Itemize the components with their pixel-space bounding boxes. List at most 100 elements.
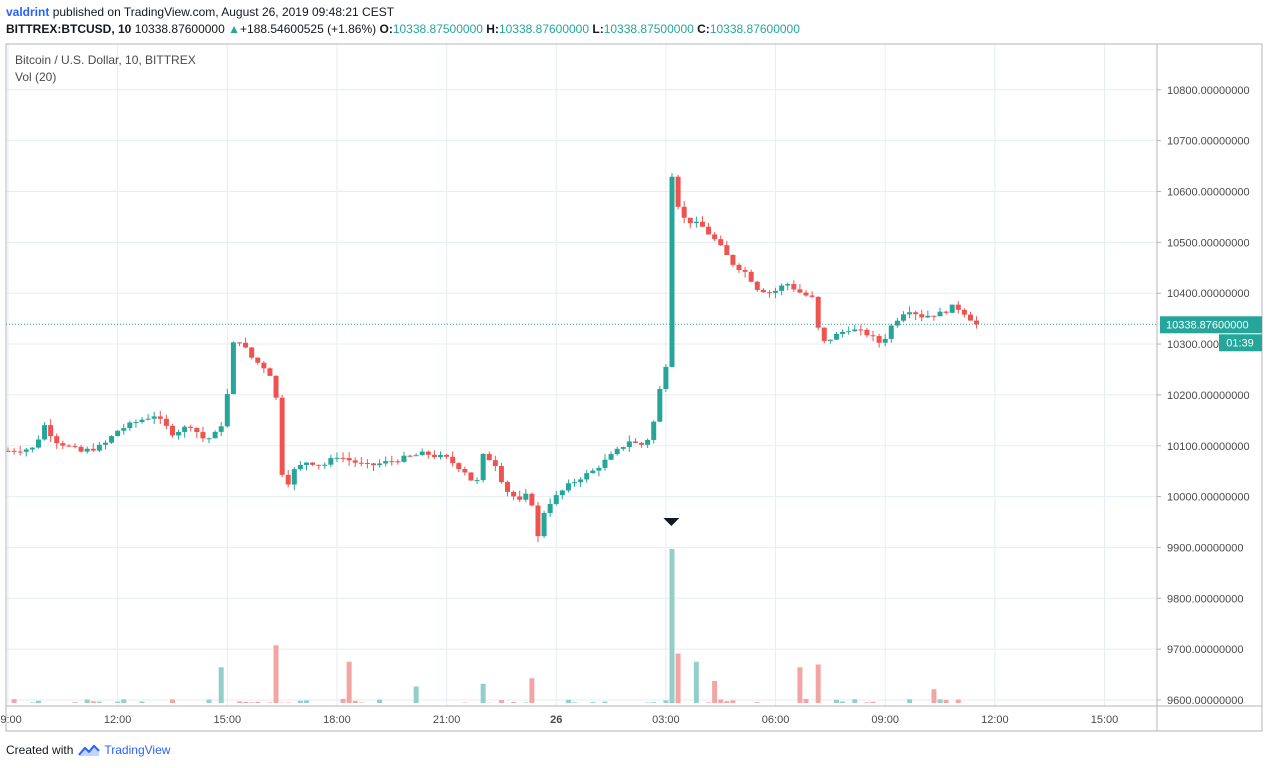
candle-body [511, 491, 517, 497]
candle-body [559, 490, 565, 496]
candlestick-series [5, 172, 980, 543]
candle-body [961, 309, 967, 315]
candle-body [663, 366, 669, 389]
candle-body [230, 342, 236, 395]
candle-body [547, 503, 553, 513]
volume-bar [730, 700, 736, 703]
candle-body [900, 314, 906, 321]
candle-body [389, 461, 395, 463]
candle-body [371, 463, 376, 466]
volume-bar [937, 699, 943, 703]
y-tick-label: 9600.00000000 [1167, 695, 1243, 707]
candle-body [785, 284, 791, 286]
candle-body [279, 397, 285, 475]
volume-bar [96, 701, 102, 703]
volume-bar [249, 702, 255, 703]
countdown-badge-text: 01:39 [1226, 337, 1254, 349]
candle-body [66, 445, 72, 447]
candle-body [206, 438, 212, 440]
candle-body [584, 473, 590, 480]
volume-bar [602, 701, 608, 703]
volume-bar [907, 699, 913, 703]
candle-body [517, 496, 523, 500]
change-value: +188.54600525 (+1.86%) [240, 22, 377, 36]
x-tick-label: 21:00 [433, 714, 461, 726]
open-value: 10338.87500000 [392, 22, 483, 36]
candle-body [236, 342, 242, 344]
candle-body [480, 453, 486, 481]
candle-body [261, 362, 267, 369]
volume-bar [121, 699, 127, 703]
candle-body [328, 458, 334, 465]
volume-bar [718, 699, 724, 703]
volume-bar [669, 549, 675, 703]
volume-bar [358, 702, 364, 703]
candle-body [145, 418, 151, 420]
candle-body [773, 290, 779, 293]
candle-body [852, 329, 858, 332]
candle-body [779, 285, 785, 291]
tradingview-link[interactable]: TradingView [104, 743, 171, 757]
candle-body [352, 460, 358, 463]
candle-body [267, 368, 273, 376]
candle-body [468, 472, 474, 481]
candle-body [255, 357, 261, 363]
candle-body [864, 329, 870, 336]
candle-body [913, 312, 919, 315]
candle-body [815, 296, 821, 328]
symbol-label: BITTREX:BTCUSD, 10 [6, 22, 132, 36]
volume-bar [864, 702, 870, 703]
x-tick-label: 09:00 [871, 714, 899, 726]
candle-body [139, 419, 145, 423]
candle-body [821, 327, 827, 341]
volume-bar [352, 700, 358, 703]
candle-body [78, 446, 84, 452]
candle-body [553, 495, 559, 504]
volume-bar [797, 667, 803, 703]
candle-body [273, 375, 279, 398]
last-price-badge [1160, 316, 1262, 334]
y-tick-label: 9700.00000000 [1167, 644, 1243, 656]
volume-bar [833, 699, 839, 703]
candle-body [303, 462, 309, 465]
last-price: 10338.87600000 [134, 22, 225, 36]
ohlc-line: BITTREX:BTCUSD, 10 10338.87600000 ▲+188.… [6, 22, 800, 36]
volume-bar [340, 698, 346, 703]
candle-body [791, 284, 797, 290]
volume-bar [852, 699, 858, 703]
volume-indicator-label[interactable]: Vol (20) [15, 70, 57, 84]
candle-body [608, 454, 614, 460]
y-tick-label: 10800.00000000 [1167, 85, 1250, 97]
volume-bar [218, 667, 224, 703]
candle-body [96, 444, 102, 451]
volume-bar [498, 700, 504, 703]
candle-body [529, 493, 535, 506]
volume-bar [29, 702, 35, 703]
volume-bar [255, 701, 261, 703]
candle-body [578, 479, 584, 483]
candle-body [797, 289, 803, 293]
candle-body [632, 441, 638, 443]
author-link[interactable]: valdrint [6, 5, 50, 19]
candle-body [925, 315, 931, 318]
candle-body [310, 462, 316, 465]
high-label: H: [486, 22, 499, 36]
candle-body [297, 464, 303, 470]
low-label: L: [592, 22, 604, 36]
high-value: 10338.87600000 [498, 22, 590, 36]
candle-body [285, 474, 291, 485]
candle-body [176, 431, 182, 436]
event-marker-icon [663, 518, 680, 526]
candle-body [657, 388, 663, 422]
chart-overlay: 10338.87600000 01:39 [6, 316, 1262, 526]
volume-bar [115, 701, 121, 703]
candle-body [949, 304, 955, 313]
x-tick-label: 03:00 [652, 714, 680, 726]
y-tick-label: 10000.00000000 [1167, 492, 1250, 504]
candle-body [565, 483, 571, 491]
candle-body [194, 427, 200, 433]
candle-body [425, 451, 431, 455]
candle-body [505, 482, 511, 492]
volume-bar [377, 699, 383, 703]
